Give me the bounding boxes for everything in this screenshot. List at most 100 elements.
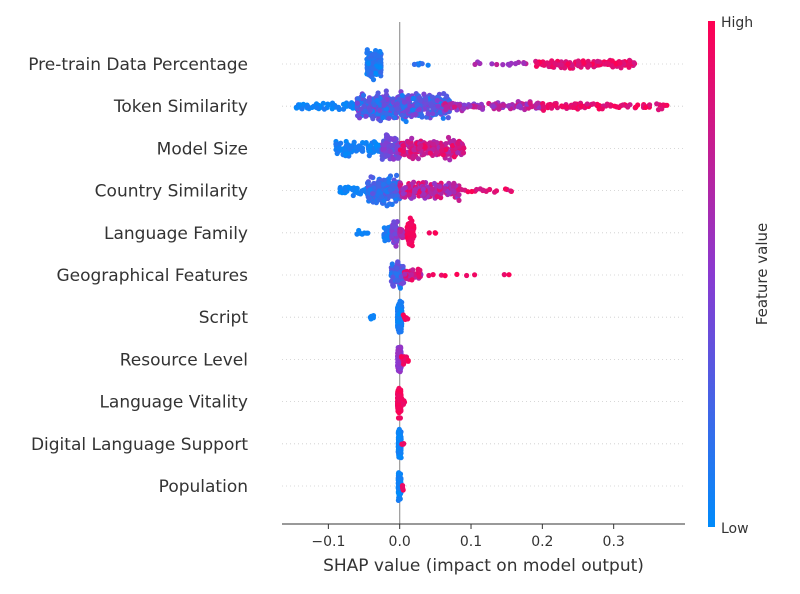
feature-label: Population [159,477,248,497]
row-gridlines [282,63,685,487]
shap-point [420,186,426,192]
shap-point [477,104,483,111]
feature-label: Country Similarity [95,182,248,202]
feature-point-group [395,385,408,421]
colorbar-high-label: High [721,15,753,31]
shap-point [383,106,390,112]
feature-label: Language Vitality [99,393,248,413]
feature-point-group [395,344,411,375]
shap-point [455,150,461,156]
shap-point [383,152,389,159]
shap-point [435,103,441,109]
shap-point [404,107,411,113]
shap-point [662,102,668,108]
shap-point [575,58,581,64]
shap-point [455,140,461,146]
x-axis-ticks: −0.1 0.0 0.1 0.2 0.3 [311,524,625,550]
shap-point [372,70,379,76]
shap-point [380,114,386,121]
feature-label: Geographical Features [56,266,248,286]
shap-point [400,191,406,197]
shap-point [460,150,467,156]
shap-point [443,147,449,153]
shap-point [405,357,411,364]
shap-point [369,60,375,67]
feature-point-group [395,470,406,503]
shap-point [426,272,432,279]
shap-point [399,232,405,238]
shap-point [558,62,565,68]
shap-point [456,197,462,203]
shap-point [395,259,401,265]
shap-point [387,187,393,193]
shap-point [336,146,342,152]
shap-point [411,194,417,200]
shap-point [465,189,471,195]
shap-point [547,102,553,108]
shap-point [515,104,522,110]
shap-point [449,148,455,154]
shap-point [434,97,440,104]
feature-point-group [367,298,411,335]
shap-point [578,103,584,109]
shap-point [451,180,457,186]
shap-point [325,101,331,107]
feature-point-group [364,47,638,83]
shap-point [407,215,413,221]
shap-point [405,316,411,322]
shap-point [370,116,376,122]
shap-point [501,272,507,278]
feature-label: Token Similarity [113,97,248,117]
feature-point-group [337,172,514,209]
shap-point [390,99,396,105]
shap-point [406,231,412,237]
shap-point [461,106,467,112]
shap-point [378,69,384,75]
shap-point [618,65,624,71]
feature-label: Resource Level [120,350,248,370]
shap-point [395,429,402,435]
shap-point [631,60,637,66]
shap-point [399,395,405,402]
shap-point [410,267,416,273]
shap-point [505,61,511,67]
shap-point [410,107,416,113]
shap-point [354,100,360,106]
shap-point [411,61,417,67]
shap-point [396,329,402,335]
shap-point [383,88,389,94]
shap-point [581,60,587,66]
shap-point [436,183,443,190]
shap-point [400,148,406,155]
shap-point [398,354,405,360]
shap-point [367,196,373,202]
shap-point [397,285,403,291]
shap-point [448,101,454,107]
shap-point [430,141,436,147]
shap-point [381,142,388,148]
x-tick-label: 0.0 [389,534,411,550]
shap-point [397,228,403,234]
shap-point [320,100,326,106]
shap-point [627,102,633,108]
shap-point [378,194,385,200]
shap-point [617,60,623,66]
x-tick-label: 0.2 [531,534,553,550]
shap-point [586,62,593,68]
shap-point [362,108,368,114]
shap-point [377,102,383,108]
shap-point [467,103,473,109]
shap-point [389,193,395,199]
shap-point [358,230,364,237]
shap-point [432,230,439,236]
shap-point [456,103,462,109]
shap-point [426,230,432,236]
shap-point [377,107,383,113]
shap-point [395,277,401,283]
shap-point [590,101,597,107]
shap-point [487,186,493,193]
shap-point [425,62,431,68]
shap-point [527,100,533,106]
shap-point [565,61,571,67]
shap-point [350,192,356,199]
